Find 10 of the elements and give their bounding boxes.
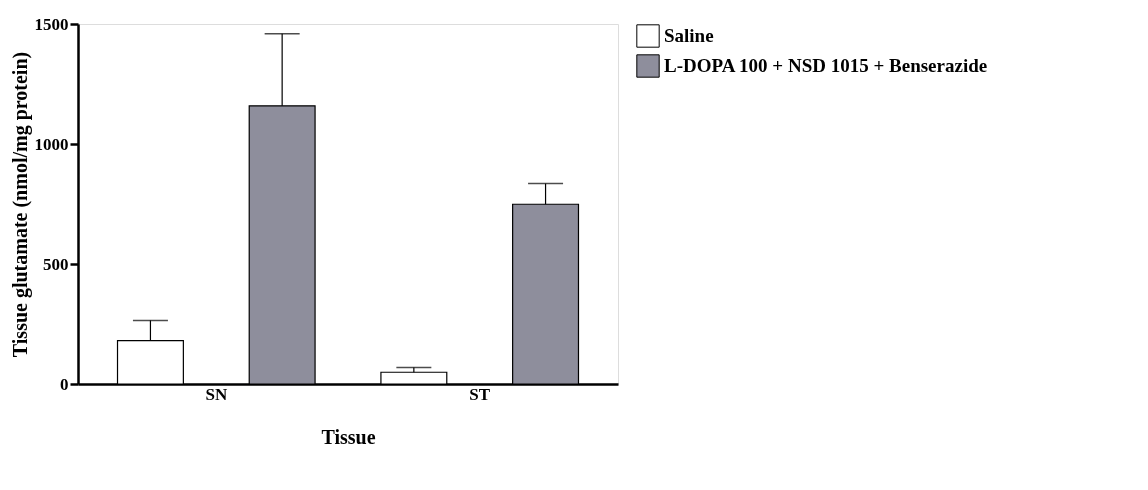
legend-label: Saline bbox=[664, 25, 714, 46]
y-tick-label: 1500 bbox=[34, 14, 69, 34]
y-axis-title: Tissue glutamate (nmol/mg protein) bbox=[8, 51, 32, 358]
x-tick-label: ST bbox=[469, 384, 491, 404]
y-tick-label: 500 bbox=[43, 254, 69, 274]
legend-label: L-DOPA 100 + NSD 1015 + Benserazide bbox=[664, 55, 988, 76]
y-tick-label: 1000 bbox=[34, 134, 69, 154]
y-tick-label: 0 bbox=[60, 374, 69, 394]
x-axis-title: Tissue bbox=[321, 425, 376, 448]
x-tick-label: SN bbox=[205, 384, 228, 404]
